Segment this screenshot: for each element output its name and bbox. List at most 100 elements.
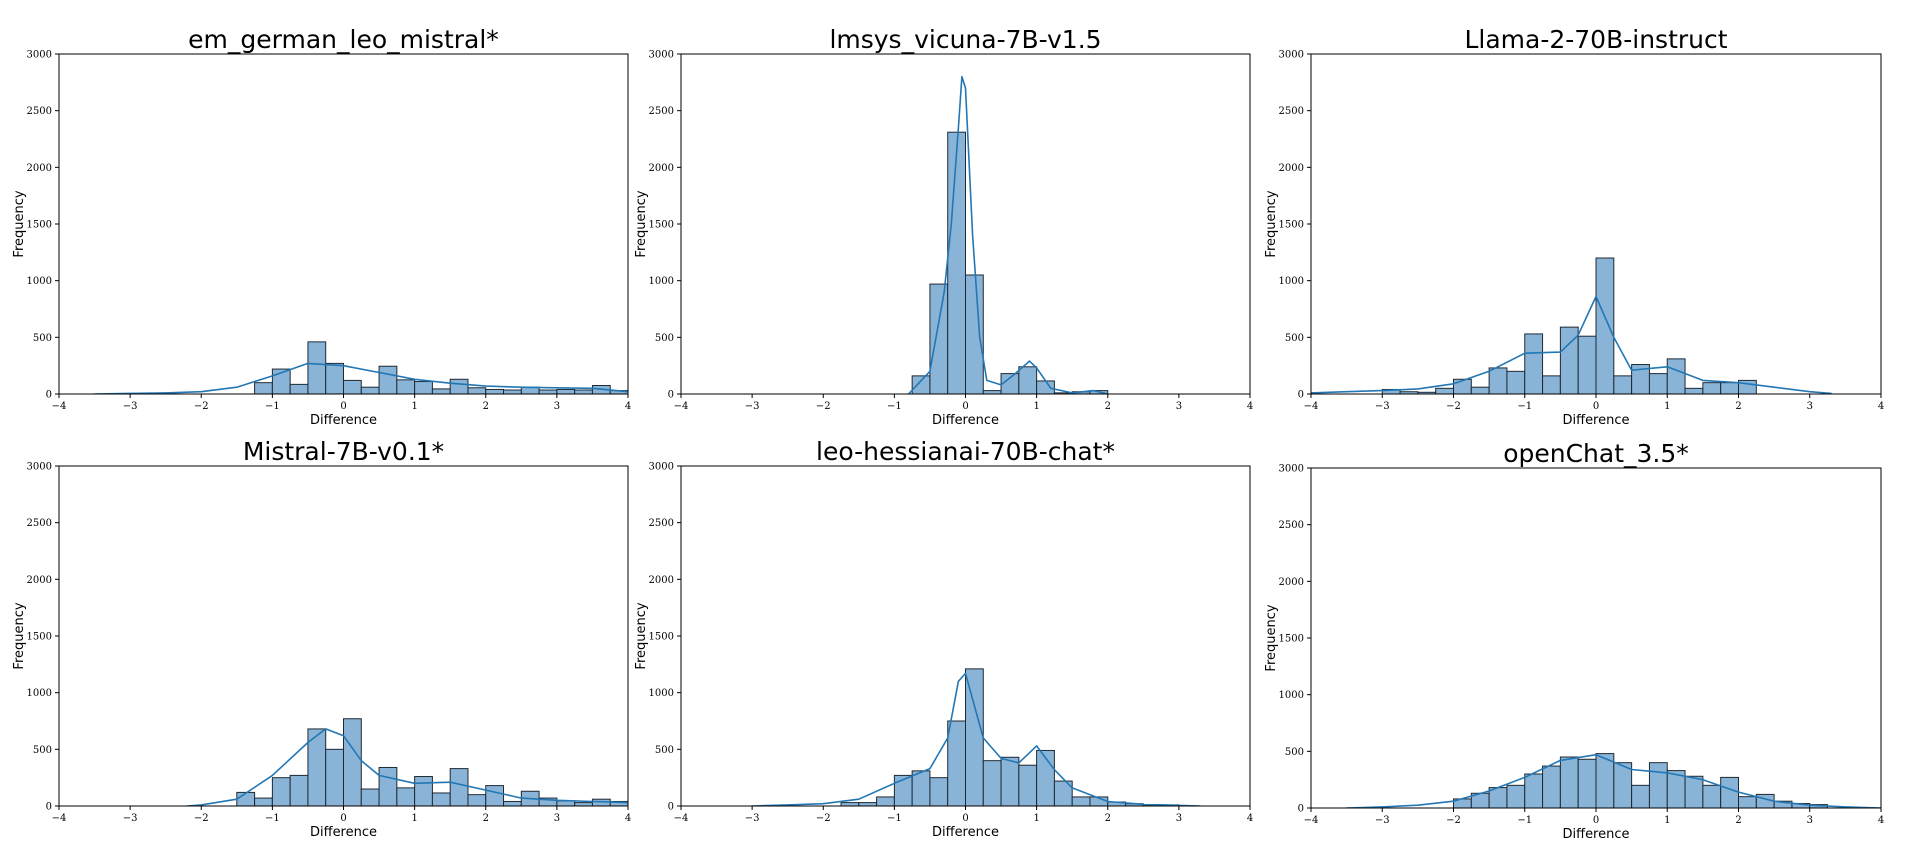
x-tick-label: −2: [1446, 401, 1461, 412]
x-axis-label: Difference: [1562, 827, 1629, 842]
histogram-bar: [271, 368, 291, 394]
x-tick-label: −1: [265, 813, 280, 824]
y-tick-label: 3000: [649, 50, 674, 61]
histogram-bar: [289, 383, 309, 394]
histogram-bar: [982, 760, 1002, 806]
histogram-bar: [343, 718, 362, 806]
x-tick-label: 3: [1176, 813, 1182, 824]
y-tick-label: 2000: [649, 575, 674, 586]
x-tick-label: −2: [194, 813, 209, 824]
x-tick-label: −3: [123, 401, 138, 412]
kde-line: [93, 362, 628, 394]
histogram-bar: [449, 768, 469, 806]
y-tick-label: 1500: [1279, 220, 1304, 231]
histogram-bar: [325, 362, 344, 394]
histogram-bar: [1684, 775, 1704, 808]
x-tick-label: −2: [816, 813, 831, 824]
chart-title: Llama-2-70B-instruct: [1464, 25, 1727, 54]
histogram-bar: [858, 802, 878, 806]
y-tick-label: 0: [46, 802, 52, 813]
histogram-bar: [947, 131, 966, 394]
histogram-bar: [360, 788, 380, 806]
x-tick-label: 0: [1593, 815, 1599, 826]
y-tick-label: 500: [655, 745, 674, 756]
y-tick-label: 1500: [649, 632, 674, 643]
chart-panel-5: −4 −3 −2 −1 0 1 2 3 4 0 500 1000 1500 2000 2500 3000 Dif…: [634, 437, 1253, 840]
histogram-bar: [485, 388, 505, 394]
histogram-bar: [947, 720, 966, 806]
histogram-bar: [840, 802, 860, 806]
histogram-bar: [1435, 387, 1454, 394]
histogram-bar: [503, 800, 522, 806]
histogram-bar: [396, 379, 416, 394]
histogram-bar: [1577, 758, 1597, 808]
chart-title: leo-hessianai-70B-chat*: [816, 437, 1115, 466]
x-axis-label: Difference: [932, 825, 999, 840]
histogram-bar: [574, 389, 593, 394]
x-tick-label: 1: [1033, 813, 1039, 824]
y-tick-label: 1500: [27, 632, 52, 643]
y-tick-label: 2000: [27, 163, 52, 174]
y-tick-label: 500: [655, 333, 674, 344]
y-tick-label: 2500: [1279, 520, 1304, 531]
x-tick-label: 0: [340, 401, 346, 412]
histogram-bar: [1720, 776, 1739, 808]
histogram-bar: [1524, 773, 1544, 808]
y-tick-label: 1000: [1279, 690, 1304, 701]
histogram-bar: [1613, 375, 1633, 394]
axes-frame: [58, 53, 629, 395]
histogram-bar: [1506, 784, 1526, 808]
x-tick-label: 0: [962, 401, 968, 412]
y-tick-label: 1500: [27, 220, 52, 231]
x-tick-label: 4: [1878, 815, 1884, 826]
x-tick-label: −4: [674, 401, 689, 412]
x-tick-label: 3: [1176, 401, 1182, 412]
histogram-bar: [431, 792, 451, 806]
y-tick-label: 0: [1298, 804, 1304, 815]
histogram-bar: [236, 791, 256, 806]
kde-line: [907, 75, 1109, 394]
plot-area: [1345, 753, 1881, 808]
histogram-bar: [1631, 784, 1650, 808]
x-tick-label: 0: [1593, 401, 1599, 412]
kde-line: [1311, 295, 1832, 394]
y-tick-label: 0: [46, 390, 52, 401]
histogram-bar: [1577, 335, 1597, 394]
y-tick-label: 500: [33, 333, 52, 344]
y-tick-label: 500: [33, 745, 52, 756]
y-tick-label: 1000: [27, 276, 52, 287]
y-tick-label: 1000: [27, 688, 52, 699]
y-tick-label: 500: [1285, 333, 1304, 344]
histogram-bar: [254, 382, 273, 394]
histogram-bar: [1648, 762, 1668, 808]
x-tick-label: −3: [745, 813, 760, 824]
x-tick-label: 4: [1247, 401, 1253, 412]
y-tick-label: 3000: [27, 50, 52, 61]
x-tick-label: −1: [265, 401, 280, 412]
x-tick-label: −3: [1375, 401, 1390, 412]
x-tick-label: 3: [1807, 815, 1813, 826]
y-tick-label: 1000: [649, 276, 674, 287]
histogram-bar: [876, 796, 895, 806]
y-tick-label: 2500: [27, 518, 52, 529]
histogram-bar: [911, 770, 931, 806]
x-tick-label: 0: [962, 813, 968, 824]
y-tick-label: 0: [1298, 390, 1304, 401]
histogram-bar: [1720, 382, 1739, 394]
histogram-bar: [449, 378, 469, 394]
x-tick-label: 0: [340, 813, 346, 824]
chart-panel-2: −4 −3 −2 −1 0 1 2 3 4 0 500 1000 1500 2000 2500 3000 Dif…: [634, 25, 1253, 428]
histogram-bar: [965, 274, 984, 394]
histogram-bar: [1542, 375, 1561, 394]
histogram-bar: [1559, 756, 1579, 808]
y-tick-label: 0: [668, 390, 674, 401]
histogram-bar: [929, 283, 949, 394]
y-tick-label: 2500: [27, 106, 52, 117]
histogram-bar: [1542, 765, 1561, 808]
histogram-bar: [1613, 762, 1633, 808]
histogram-bar: [1648, 373, 1668, 394]
x-tick-label: 2: [1735, 401, 1741, 412]
x-tick-label: 3: [554, 401, 560, 412]
x-tick-label: 2: [483, 813, 489, 824]
